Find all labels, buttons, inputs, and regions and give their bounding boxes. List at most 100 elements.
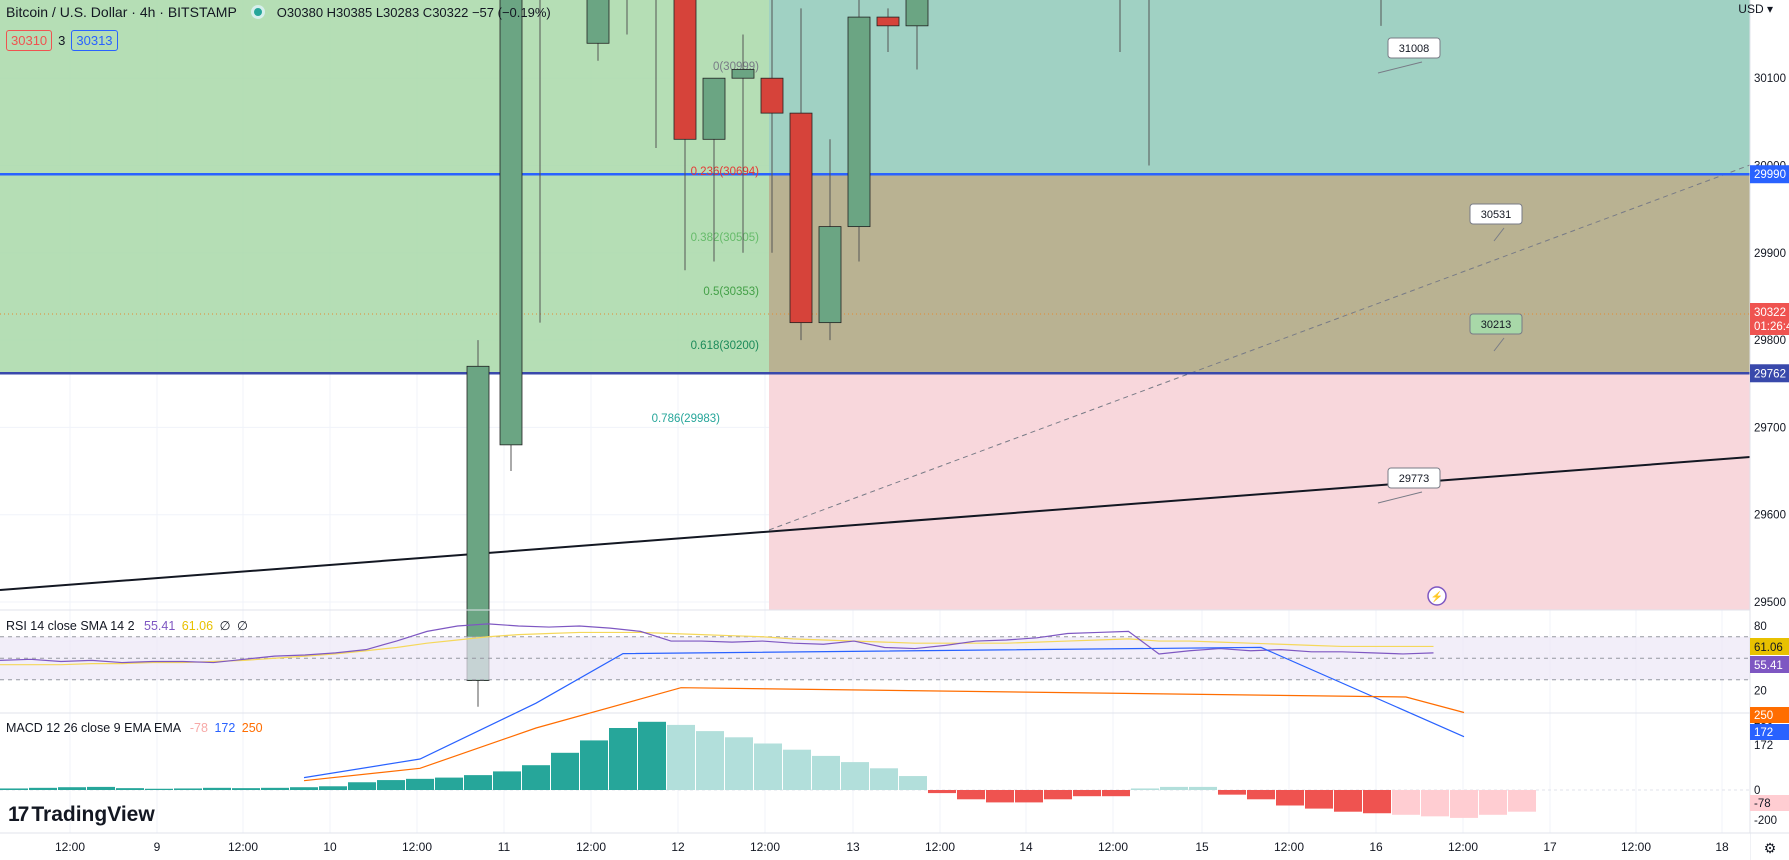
time-tick: 12:00 (228, 840, 258, 854)
rsi-badge-label: 61.06 (1754, 642, 1783, 654)
macd-histogram-bar (551, 752, 579, 790)
quote-panel: 30310 3 30313 (6, 30, 118, 51)
macd-histogram-bar (580, 740, 608, 790)
price-callout-label: 30531 (1481, 209, 1512, 221)
macd-histogram-bar (290, 787, 318, 790)
rsi-empty-2: ∅ (236, 619, 248, 633)
dashed-trend-line (768, 164, 1751, 531)
macd-histogram-bar (1508, 790, 1536, 812)
candle (702, 77, 726, 140)
macd-histogram-bar (377, 780, 405, 790)
macd-badge (1750, 707, 1789, 723)
time-tick: 15 (1195, 840, 1209, 854)
macd-histogram-bar (1363, 790, 1391, 814)
rsi-sma-line (0, 631, 1434, 666)
price-tick: 29700 (1754, 422, 1786, 434)
macd-signal-line (303, 687, 1465, 782)
time-tick: 12:00 (402, 840, 432, 854)
macd-histogram-bar (1218, 790, 1246, 795)
currency-label: USD (1738, 2, 1764, 16)
candle (789, 112, 813, 324)
rsi-tick: 20 (1754, 686, 1767, 698)
macd-histogram-bar (609, 728, 637, 790)
rsi-tick: 80 (1754, 621, 1767, 633)
candle (847, 16, 871, 228)
time-tick: 12:00 (55, 840, 85, 854)
time-tick: 13 (846, 840, 860, 854)
symbol-title[interactable]: Bitcoin / U.S. Dollar · 4h · BITSTAMP (6, 4, 237, 20)
price-badge (1750, 317, 1789, 335)
candle (760, 77, 784, 114)
price-callout-label: 29773 (1399, 473, 1430, 485)
macd-badge (1750, 724, 1789, 740)
macd-histogram-bar (1160, 786, 1188, 790)
macd-histogram-bar (145, 788, 173, 790)
tradingview-logo[interactable]: 17 TradingView (8, 803, 155, 827)
macd-histogram-bar (464, 775, 492, 790)
time-tick: 12:00 (576, 840, 606, 854)
macd-histogram-bar (1392, 790, 1420, 815)
gear-icon: ⚙ (1764, 840, 1777, 856)
price-callout-label: 30213 (1481, 319, 1512, 331)
macd-tick: 172 (1754, 740, 1773, 752)
sell-button[interactable]: 30310 (6, 30, 53, 51)
macd-histogram-bar (406, 778, 434, 790)
macd-histogram-bar (783, 749, 811, 790)
rsi-value: 55.41 (144, 619, 176, 633)
currency-selector[interactable]: USD ▾ (1738, 2, 1773, 16)
fib-label: 0.786(29983) (652, 413, 721, 425)
callout-pointer (1377, 61, 1423, 74)
callout-pointer (1493, 337, 1505, 352)
price-tick: 29900 (1754, 248, 1786, 260)
macd-histogram-bar (261, 787, 289, 790)
price-callout (1469, 203, 1523, 225)
rsi-legend[interactable]: RSI 14 close SMA 14 2 55.41 61.06 ∅ ∅ (6, 618, 248, 633)
alert-icon (1427, 586, 1447, 606)
rsi-sma-value: 61.06 (181, 619, 214, 633)
price-badge-label: 30322 (1754, 307, 1786, 319)
macd-histogram-bar (58, 787, 86, 790)
price-badge-label: 01:26:4 (1754, 321, 1789, 333)
macd-histogram-bar (638, 721, 666, 790)
macd-histogram-bar (1102, 790, 1130, 797)
macd-title: MACD 12 26 close 9 EMA EMA (6, 721, 181, 735)
rsi-line (0, 623, 1434, 664)
time-tick: 10 (323, 840, 337, 854)
macd-histogram-bar (1247, 790, 1275, 800)
macd-histogram-bar (493, 771, 521, 790)
time-tick: 12:00 (1274, 840, 1304, 854)
macd-legend[interactable]: MACD 12 26 close 9 EMA EMA -78 172 250 (6, 721, 263, 735)
buy-button[interactable]: 30313 (71, 30, 118, 51)
price-tick: 29600 (1754, 510, 1786, 522)
fib-label: 0.382(30505) (691, 232, 760, 244)
price-tick: 29800 (1754, 335, 1786, 347)
macd-histogram-bar (174, 788, 202, 790)
macd-line (303, 646, 1465, 779)
candle (905, 0, 929, 27)
price-badge (1750, 364, 1789, 383)
macd-histogram-bar (1305, 790, 1333, 809)
macd-histogram-bar (1131, 788, 1159, 790)
macd-histogram-bar (725, 737, 753, 790)
macd-histogram-bar (899, 776, 927, 790)
macd-histogram-bar (522, 765, 550, 790)
macd-histogram-bar (116, 788, 144, 790)
time-tick: 12 (671, 840, 685, 854)
time-tick: 18 (1715, 840, 1729, 854)
price-tick: 30100 (1754, 73, 1786, 85)
macd-histogram-bar (928, 790, 956, 794)
fib-label: 0.236(30694) (691, 166, 760, 178)
price-badge-label: 29990 (1754, 169, 1786, 181)
chart-header: Bitcoin / U.S. Dollar · 4h · BITSTAMP O3… (6, 4, 551, 20)
macd-histogram-bar (1450, 790, 1478, 818)
fib-label: 0.5(30353) (703, 286, 759, 298)
macd-histogram-bar (1044, 790, 1072, 800)
macd-histogram-bar (696, 731, 724, 790)
tradingview-logo-icon: 17 (8, 803, 29, 826)
time-tick: 11 (498, 840, 511, 854)
lightning-icon: ⚡ (1431, 590, 1443, 603)
macd-histogram-bar (1334, 790, 1362, 812)
fib-zone-bottom (769, 373, 1750, 610)
time-tick: 12:00 (1448, 840, 1478, 854)
